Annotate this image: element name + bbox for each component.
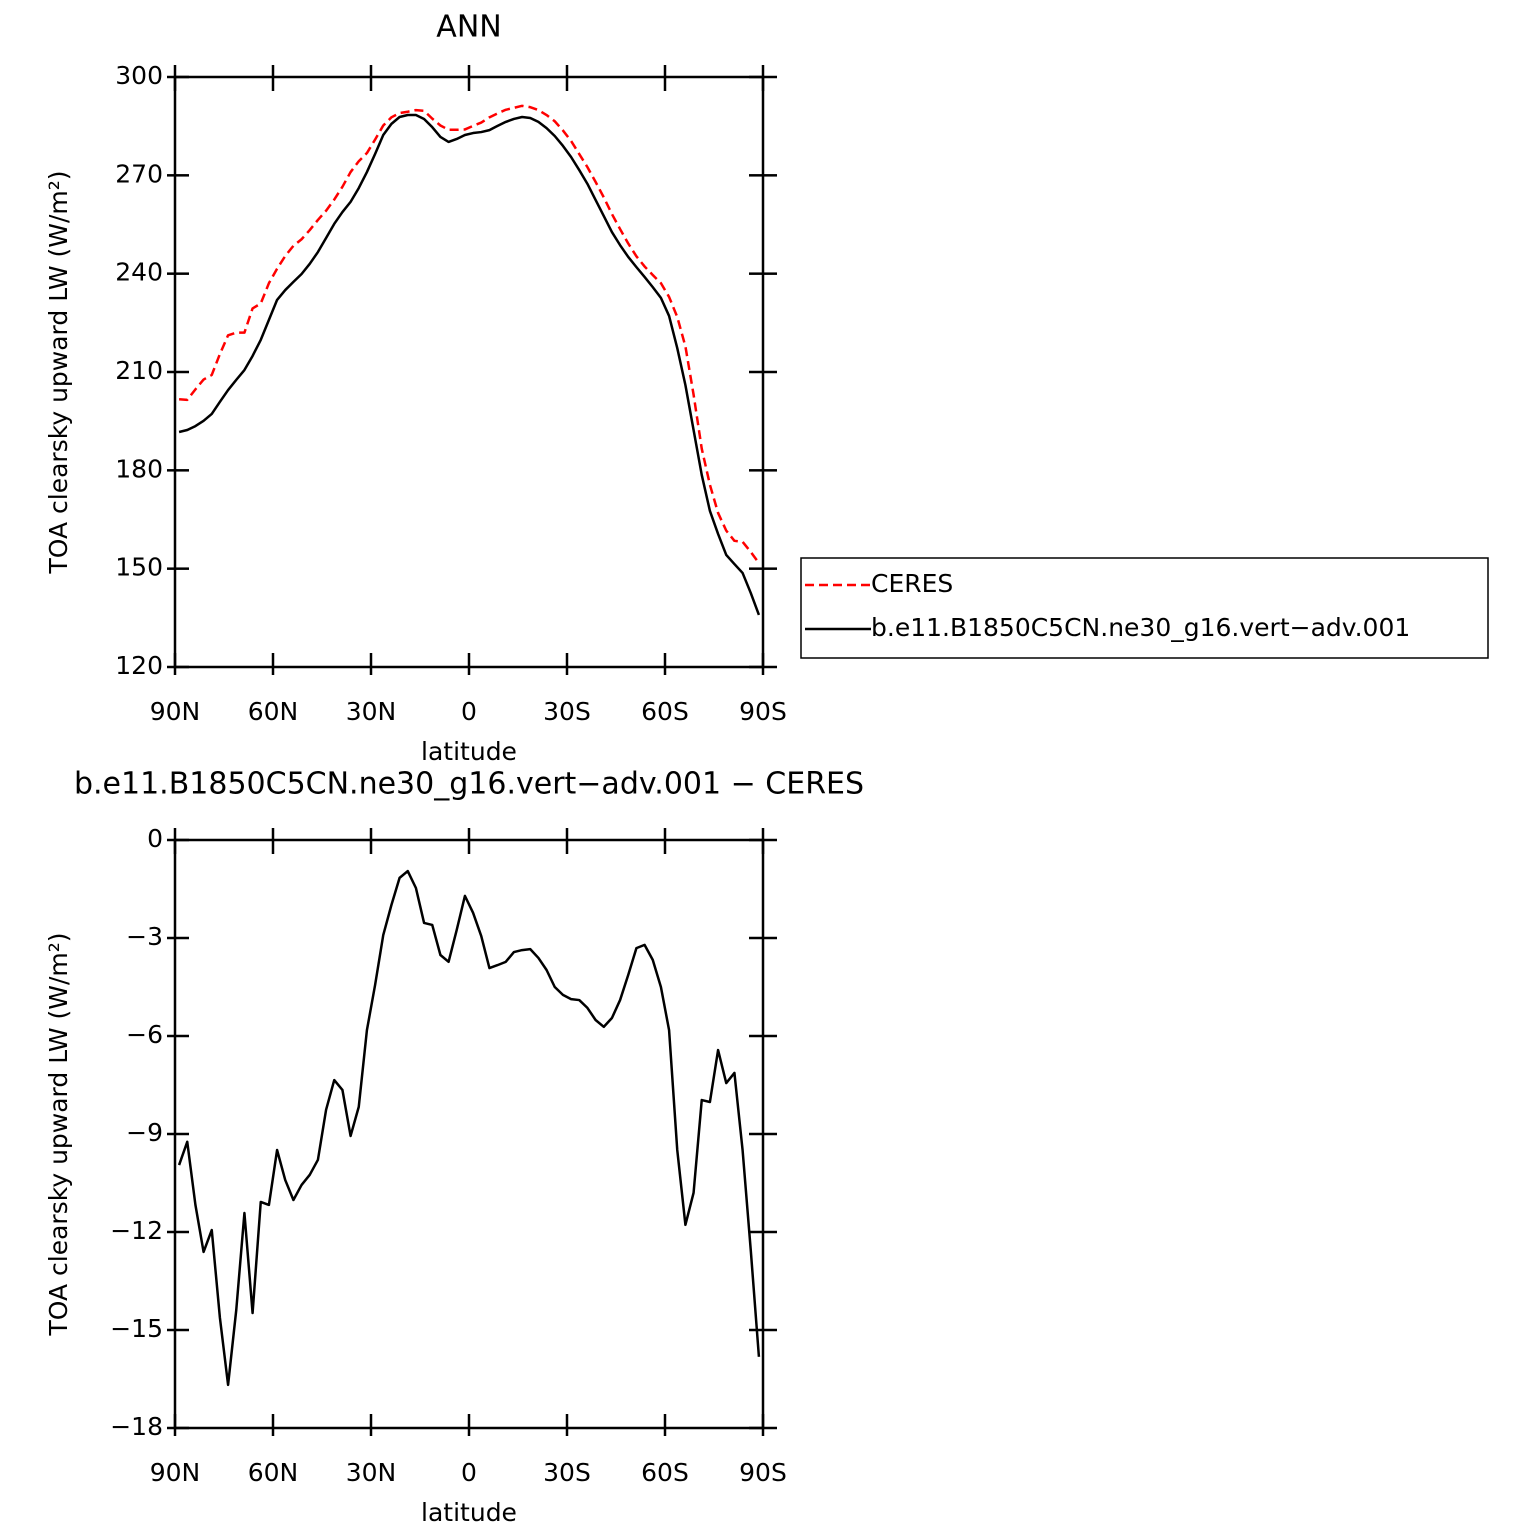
y-tick-label: −18 bbox=[110, 1412, 163, 1441]
y-tick-label: 150 bbox=[115, 553, 163, 582]
y-tick-label: 300 bbox=[115, 61, 163, 90]
y-tick-label: −15 bbox=[110, 1314, 163, 1343]
x-tick-label: 90S bbox=[739, 697, 787, 726]
x-tick-label: 30N bbox=[346, 697, 397, 726]
x-axis-label: latitude bbox=[421, 1498, 517, 1527]
x-axis-label: latitude bbox=[421, 737, 517, 766]
x-tick-label: 60N bbox=[248, 697, 299, 726]
legend-box bbox=[800, 557, 1489, 659]
data-line bbox=[178, 104, 760, 564]
x-tick-label: 0 bbox=[461, 1458, 477, 1487]
data-line bbox=[178, 113, 761, 616]
y-tick-label: 240 bbox=[115, 258, 163, 287]
y-axis-label: TOA clearsky upward LW (W/m²) bbox=[44, 932, 73, 1336]
y-tick-label: 180 bbox=[115, 454, 163, 483]
x-tick-label: 60N bbox=[248, 1458, 299, 1487]
y-tick-label: −9 bbox=[126, 1118, 163, 1147]
x-tick-label: 90N bbox=[150, 697, 201, 726]
y-tick-label: −6 bbox=[126, 1020, 163, 1049]
y-tick-label: 0 bbox=[147, 824, 163, 853]
x-tick-label: 30S bbox=[543, 697, 591, 726]
plot-frame bbox=[173, 838, 765, 1430]
data-line bbox=[177, 869, 761, 1387]
x-tick-label: 60S bbox=[641, 1458, 689, 1487]
chart-title: ANN bbox=[436, 10, 501, 45]
legend-label: b.e11.B1850C5CN.ne30_g16.vert−adv.001 bbox=[871, 613, 1410, 642]
y-tick-label: −12 bbox=[110, 1216, 163, 1245]
plot-frame bbox=[173, 75, 765, 669]
y-tick-label: 270 bbox=[115, 159, 163, 188]
y-axis-label: TOA clearsky upward LW (W/m²) bbox=[44, 170, 73, 574]
y-tick-label: 210 bbox=[115, 356, 163, 385]
chart-title: b.e11.B1850C5CN.ne30_g16.vert−adv.001 − … bbox=[74, 767, 864, 802]
x-tick-label: 30S bbox=[543, 1458, 591, 1487]
y-tick-label: −3 bbox=[126, 922, 163, 951]
x-tick-label: 60S bbox=[641, 697, 689, 726]
x-tick-label: 90S bbox=[739, 1458, 787, 1487]
y-tick-label: 120 bbox=[115, 651, 163, 680]
x-tick-label: 90N bbox=[150, 1458, 201, 1487]
x-tick-label: 0 bbox=[461, 697, 477, 726]
legend-label: CERES bbox=[871, 569, 953, 598]
x-tick-label: 30N bbox=[346, 1458, 397, 1487]
